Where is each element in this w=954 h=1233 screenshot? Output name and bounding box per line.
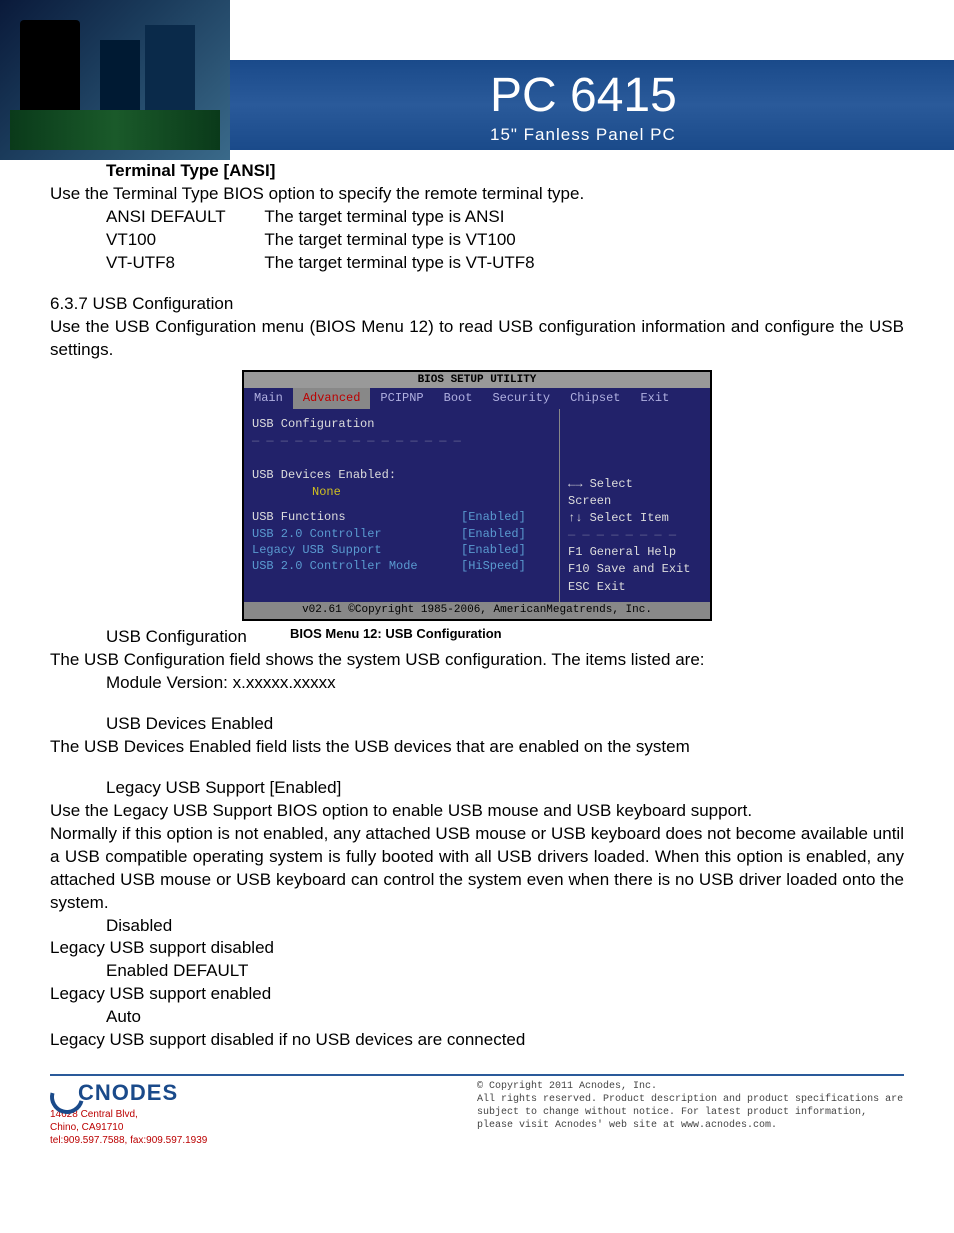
bios-help-1: Screen [568,493,702,509]
terminal-type-row: VT100 The target terminal type is VT100 [50,229,904,252]
bios-help-sep: — — — — — — — — [568,527,702,543]
bios-menu-tabs: Main Advanced PCIPNP Boot Security Chips… [244,388,710,408]
page-content: Terminal Type [ANSI] Use the Terminal Ty… [0,160,954,1062]
page-header: PC 6415 15" Fanless Panel PC [0,0,954,160]
tt-name-0: ANSI DEFAULT [106,206,260,229]
bios-tab-main: Main [244,388,293,408]
usb-config-p1: The USB Configuration field shows the sy… [50,649,904,672]
usb-config-p2: The USB Devices Enabled field lists the … [50,736,904,759]
usb-section-heading: 6.3.7 USB Configuration [50,293,904,316]
bios-tab-pcipnp: PCIPNP [370,388,433,408]
terminal-type-row: ANSI DEFAULT The target terminal type is… [50,206,904,229]
footer-address: 14628 Central Blvd, Chino, CA91710 tel:9… [50,1108,477,1147]
bios-v-0: [Enabled] [461,509,551,525]
tt-name-2: VT-UTF8 [106,252,260,275]
bios-dim-line [252,450,551,466]
bios-tab-advanced: Advanced [293,388,371,408]
usb-opt-name-0: Disabled [50,915,904,938]
bios-footer: v02.61 ©Copyright 1985-2006, AmericanMeg… [244,602,710,619]
tt-desc-2: The target terminal type is VT-UTF8 [264,253,534,272]
usb-opt-desc-2: Legacy USB support disabled if no USB de… [50,1029,904,1052]
bios-devices-label: USB Devices Enabled: [252,467,551,483]
bios-tab-boot: Boot [434,388,483,408]
bios-row: USB 2.0 Controller[Enabled] [252,526,551,542]
bios-help-3: F1 General Help [568,544,702,560]
bios-help-4: F10 Save and Exit [568,561,702,577]
usb-config-p4: Normally if this option is not enabled, … [50,823,904,915]
addr-line-1: 14628 Central Blvd, [50,1108,477,1121]
bios-left-panel: USB Configuration — — — — — — — — — — — … [244,409,560,602]
page-footer: CNODES 14628 Central Blvd, Chino, CA9171… [0,1080,954,1167]
product-subtitle: 15" Fanless Panel PC [490,125,954,145]
tt-name-1: VT100 [106,229,260,252]
terminal-type-heading: Terminal Type [ANSI] [50,160,904,183]
usb-config-p3: Use the Legacy USB Support BIOS option t… [50,800,904,823]
bios-devices-value: None [252,484,551,500]
bios-row: USB 2.0 Controller Mode[HiSpeed] [252,558,551,574]
product-title: PC 6415 [490,68,954,123]
header-right: PC 6415 15" Fanless Panel PC [230,0,954,160]
bios-box: BIOS SETUP UTILITY Main Advanced PCIPNP … [242,370,712,621]
usb-section-intro: Use the USB Configuration menu (BIOS Men… [50,316,904,362]
terminal-type-intro: Use the Terminal Type BIOS option to spe… [50,183,904,206]
bios-row: Legacy USB Support[Enabled] [252,542,551,558]
bios-help-0: ←→ Select [568,476,702,492]
bios-help-2: ↑↓ Select Item [568,510,702,526]
bios-help-5: ESC Exit [568,579,702,595]
bios-title-bar: BIOS SETUP UTILITY [244,372,710,389]
usb-config-label2: USB Devices Enabled [50,713,904,736]
footer-rule [50,1074,904,1076]
usb-opt-desc-0: Legacy USB support disabled [50,937,904,960]
bios-screenshot: BIOS SETUP UTILITY Main Advanced PCIPNP … [50,370,904,643]
bios-v-2: [Enabled] [461,542,551,558]
usb-config-label3: Legacy USB Support [Enabled] [50,777,904,800]
bios-v-1: [Enabled] [461,526,551,542]
bios-sep: — — — — — — — — — — — — — — — [252,433,551,449]
bios-tab-exit: Exit [630,388,679,408]
bios-left-title: USB Configuration [252,416,551,432]
bios-k-2: Legacy USB Support [252,542,461,558]
bios-body: USB Configuration — — — — — — — — — — — … [244,409,710,602]
bios-tab-security: Security [482,388,560,408]
header-photo [0,0,230,160]
bios-right-panel: ←→ Select Screen ↑↓ Select Item — — — — … [560,409,710,602]
footer-right: © Copyright 2011 Acnodes, Inc. All right… [477,1080,904,1147]
copyright-line-1: © Copyright 2011 Acnodes, Inc. [477,1080,904,1093]
bios-tab-chipset: Chipset [560,388,630,408]
tt-desc-1: The target terminal type is VT100 [264,230,515,249]
bios-k-1: USB 2.0 Controller [252,526,461,542]
copyright-line-2: All rights reserved. Product description… [477,1093,904,1132]
bios-k-0: USB Functions [252,509,461,525]
tt-desc-0: The target terminal type is ANSI [264,207,504,226]
usb-opt-name-2: Auto [50,1006,904,1029]
bios-row: USB Functions[Enabled] [252,509,551,525]
addr-line-3: tel:909.597.7588, fax:909.597.1939 [50,1134,477,1147]
footer-left: CNODES 14628 Central Blvd, Chino, CA9171… [50,1080,477,1147]
terminal-type-row: VT-UTF8 The target terminal type is VT-U… [50,252,904,275]
logo-text: CNODES [78,1080,178,1106]
bios-v-3: [HiSpeed] [461,558,551,574]
logo-swoosh-icon [50,1080,76,1106]
usb-opt-name-1: Enabled DEFAULT [50,960,904,983]
bios-k-3: USB 2.0 Controller Mode [252,558,461,574]
usb-opt-desc-1: Legacy USB support enabled [50,983,904,1006]
header-band: PC 6415 15" Fanless Panel PC [230,60,954,150]
acnodes-logo: CNODES [50,1080,477,1106]
usb-config-module: Module Version: x.xxxxx.xxxxx [50,672,904,695]
addr-line-2: Chino, CA91710 [50,1121,477,1134]
